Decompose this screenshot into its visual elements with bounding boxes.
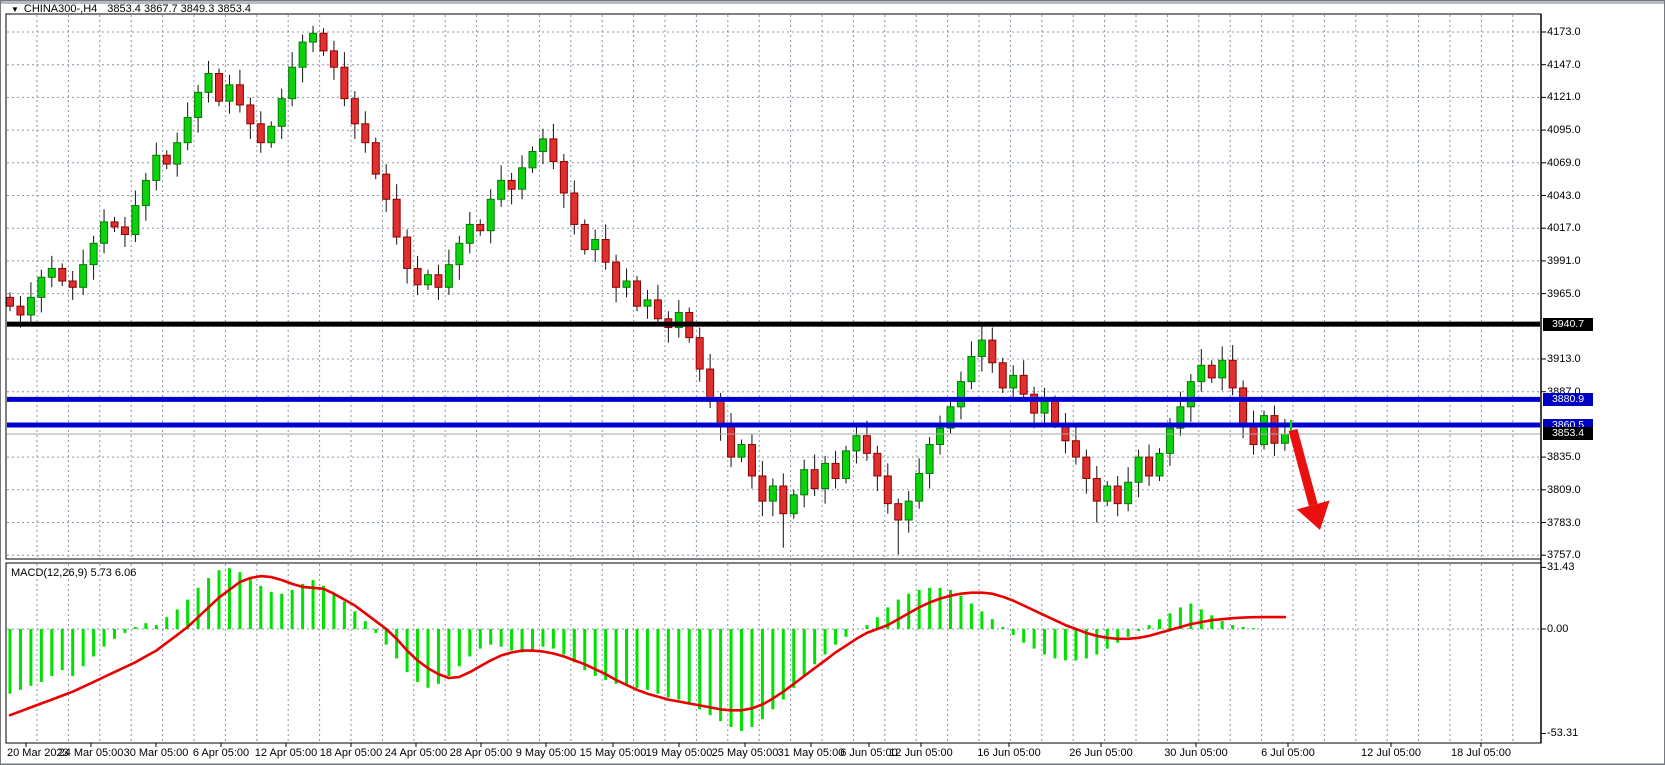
chart-dropdown-icon[interactable]: ▼ — [11, 4, 19, 14]
chart-ohlc-quote: 3853.4 3867.7 3849.3 3853.4 — [107, 3, 252, 15]
window-bottom-edge — [1, 763, 1664, 764]
chart-symbol-period: CHINA300-,H4 — [23, 3, 98, 15]
macd-histogram — [8, 568, 1256, 731]
window-top-edge — [1, 1, 1664, 4]
chart-title-bar: ▼ CHINA300-,H4 3853.4 3867.7 3849.3 3853… — [11, 3, 251, 15]
macd-signal-line — [8, 574, 1287, 717]
down-arrow-annotation[interactable] — [1288, 428, 1330, 530]
candles — [6, 25, 1289, 555]
macd-indicator-label: MACD(12,26,9) 5.73 6.06 — [11, 567, 137, 579]
